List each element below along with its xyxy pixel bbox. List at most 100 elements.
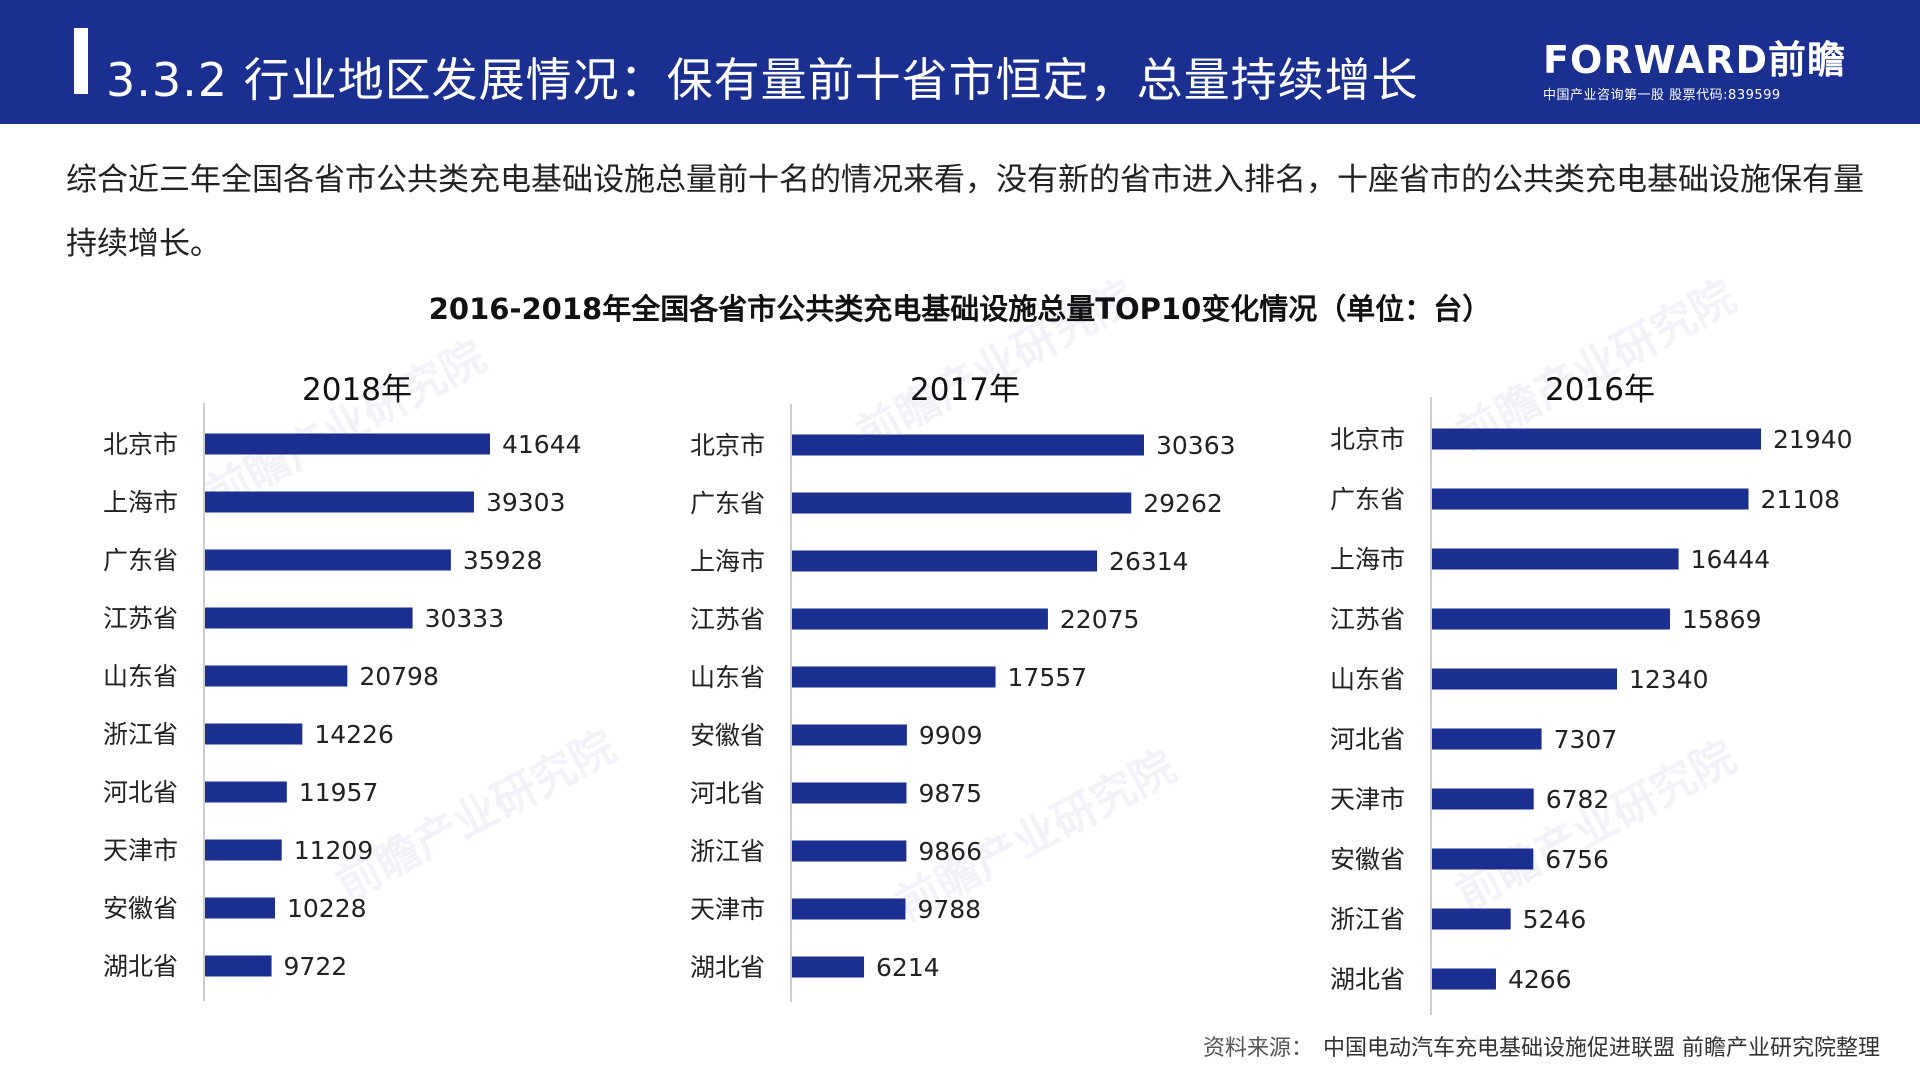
value-label: 11957	[299, 778, 379, 807]
value-label: 5246	[1523, 905, 1587, 934]
header-banner: 3.3.2 行业地区发展情况：保有量前十省市恒定，总量持续增长 FORWARD前…	[0, 0, 1920, 124]
bar	[1432, 608, 1670, 630]
category-label: 山东省	[103, 662, 178, 691]
bar	[792, 724, 907, 746]
panel-title: 2017年	[910, 372, 1020, 408]
category-label: 湖北省	[1330, 965, 1405, 994]
panel-title: 2016年	[1545, 372, 1655, 408]
category-label: 上海市	[103, 488, 178, 517]
category-label: 天津市	[1330, 785, 1405, 814]
panel-title: 2018年	[302, 372, 412, 408]
value-label: 7307	[1554, 725, 1618, 754]
bar	[792, 434, 1144, 456]
value-label: 10228	[287, 894, 367, 923]
category-label: 北京市	[1330, 425, 1405, 454]
category-label: 湖北省	[103, 952, 178, 981]
bar	[1432, 848, 1534, 870]
value-label: 17557	[1008, 663, 1088, 692]
bar	[792, 898, 906, 920]
bar	[1432, 668, 1618, 690]
value-label: 9788	[917, 895, 981, 924]
category-label: 上海市	[690, 547, 765, 576]
category-label: 广东省	[690, 489, 765, 518]
title-accent-bar	[74, 28, 88, 94]
value-label: 9875	[918, 779, 982, 808]
value-label: 22075	[1060, 605, 1140, 634]
category-label: 湖北省	[690, 953, 765, 982]
value-label: 26314	[1109, 547, 1189, 576]
bar	[205, 781, 287, 803]
category-label: 安徽省	[1330, 845, 1405, 874]
category-label: 广东省	[103, 546, 178, 575]
category-label: 浙江省	[103, 720, 178, 749]
category-label: 江苏省	[1330, 605, 1405, 634]
value-label: 30333	[425, 604, 505, 633]
bar	[205, 723, 303, 745]
value-label: 16444	[1691, 545, 1771, 574]
bar	[792, 550, 1098, 572]
category-label: 山东省	[690, 663, 765, 692]
category-label: 上海市	[1330, 545, 1405, 574]
category-label: 北京市	[690, 431, 765, 460]
category-label: 安徽省	[103, 894, 178, 923]
bar	[792, 608, 1048, 630]
category-label: 河北省	[103, 778, 178, 807]
value-label: 29262	[1143, 489, 1223, 518]
bar	[792, 782, 907, 804]
category-label: 河北省	[1330, 725, 1405, 754]
source-text: 中国电动汽车充电基础设施促进联盟 前瞻产业研究院整理	[1323, 1036, 1880, 1061]
bar	[205, 955, 272, 977]
bar	[205, 549, 451, 571]
category-label: 广东省	[1330, 485, 1405, 514]
bar	[205, 491, 474, 513]
category-label: 江苏省	[690, 605, 765, 634]
intro-paragraph: 综合近三年全国各省市公共类充电基础设施总量前十名的情况来看，没有新的省市进入排名…	[66, 162, 1864, 262]
bar	[205, 433, 490, 455]
bar	[1432, 908, 1511, 930]
category-label: 浙江省	[1330, 905, 1405, 934]
value-label: 12340	[1629, 665, 1709, 694]
value-label: 35928	[463, 546, 543, 575]
bar	[1432, 488, 1749, 510]
bar	[792, 666, 996, 688]
value-label: 6756	[1545, 845, 1609, 874]
category-label: 浙江省	[690, 837, 765, 866]
value-label: 6782	[1546, 785, 1610, 814]
bar	[205, 665, 348, 687]
bar	[1432, 968, 1496, 990]
bar	[792, 840, 907, 862]
category-label: 北京市	[103, 430, 178, 459]
bar	[205, 607, 413, 629]
value-label: 39303	[486, 488, 566, 517]
value-label: 15869	[1682, 605, 1762, 634]
value-label: 9722	[284, 952, 348, 981]
logo-subtitle: 中国产业咨询第一股 股票代码:839599	[1543, 88, 1781, 103]
value-label: 6214	[876, 953, 940, 982]
value-label: 14226	[314, 720, 394, 749]
category-label: 江苏省	[103, 604, 178, 633]
category-label: 天津市	[690, 895, 765, 924]
bar	[1432, 428, 1761, 450]
value-label: 11209	[294, 836, 374, 865]
value-label: 41644	[502, 430, 582, 459]
bar	[205, 897, 275, 919]
bar	[1432, 788, 1534, 810]
category-label: 河北省	[690, 779, 765, 808]
logo-text: FORWARD前瞻	[1543, 38, 1846, 82]
category-label: 安徽省	[690, 721, 765, 750]
source-note: 资料来源： 中国电动汽车充电基础设施促进联盟 前瞻产业研究院整理	[1203, 1030, 1880, 1062]
value-label: 20798	[359, 662, 439, 691]
value-label: 21108	[1761, 485, 1841, 514]
source-label: 资料来源：	[1202, 1036, 1313, 1061]
bar	[1432, 548, 1679, 570]
category-label: 天津市	[103, 836, 178, 865]
page-title: 3.3.2 行业地区发展情况：保有量前十省市恒定，总量持续增长	[106, 53, 1419, 107]
category-label: 山东省	[1330, 665, 1405, 694]
value-label: 30363	[1156, 431, 1236, 460]
value-label: 9909	[919, 721, 983, 750]
value-label: 21940	[1773, 425, 1853, 454]
forward-logo: FORWARD前瞻 中国产业咨询第一股 股票代码:839599	[1543, 38, 1846, 103]
bar	[792, 492, 1132, 514]
bar	[1432, 728, 1542, 750]
